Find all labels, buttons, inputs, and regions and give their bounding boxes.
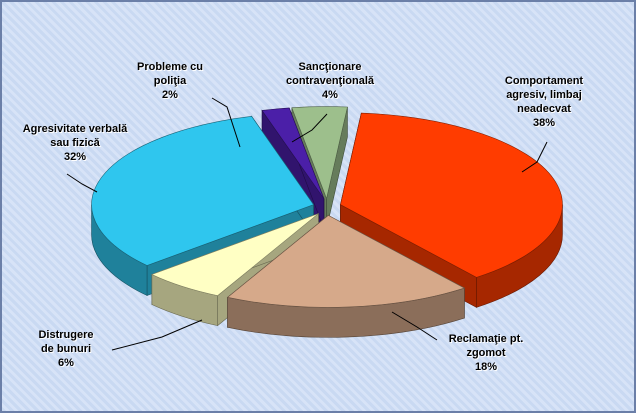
value-label: 2% (162, 89, 178, 101)
value-label: 32% (63, 151, 87, 163)
leader-line (66, 173, 98, 193)
category: Sancţionare contravenţională (285, 61, 375, 87)
slice (291, 106, 348, 200)
leader-line (111, 319, 203, 351)
slice-label: Reclamaţie pt. zgomot 18% (440, 332, 532, 374)
leader-line (391, 311, 438, 341)
slice (91, 115, 315, 266)
value-label: 18% (474, 361, 498, 373)
slice-label: Comportament agresiv, limbaj neadecvat 38… (497, 74, 592, 130)
value-label: 38% (532, 117, 556, 129)
slice (226, 215, 466, 308)
leader-lines (66, 97, 548, 351)
leader-line (521, 141, 548, 173)
slice-label: Sancţionare contravenţională 4% (275, 60, 385, 102)
slice-label: Agresivitate verbală sau fizică 32% (22, 122, 128, 164)
slices (91, 106, 563, 338)
category: Reclamaţie pt. zgomot (448, 333, 524, 359)
category: Probleme cu poliţia (136, 61, 204, 87)
value-label: 4% (322, 89, 338, 101)
category: Agresivitate verbală sau fizică (22, 123, 128, 149)
leader-line (211, 97, 241, 148)
category: Comportament agresiv, limbaj neadecvat (504, 75, 584, 115)
leader-line (291, 113, 328, 143)
slice (261, 107, 325, 199)
slice-label: Probleme cu poliţia 2% (129, 60, 211, 102)
value-label: 6% (58, 357, 74, 369)
slice (151, 213, 319, 296)
slice (340, 112, 563, 278)
slice-label: Distrugere de bunuri 6% (33, 328, 99, 370)
category: Distrugere de bunuri (38, 329, 94, 355)
